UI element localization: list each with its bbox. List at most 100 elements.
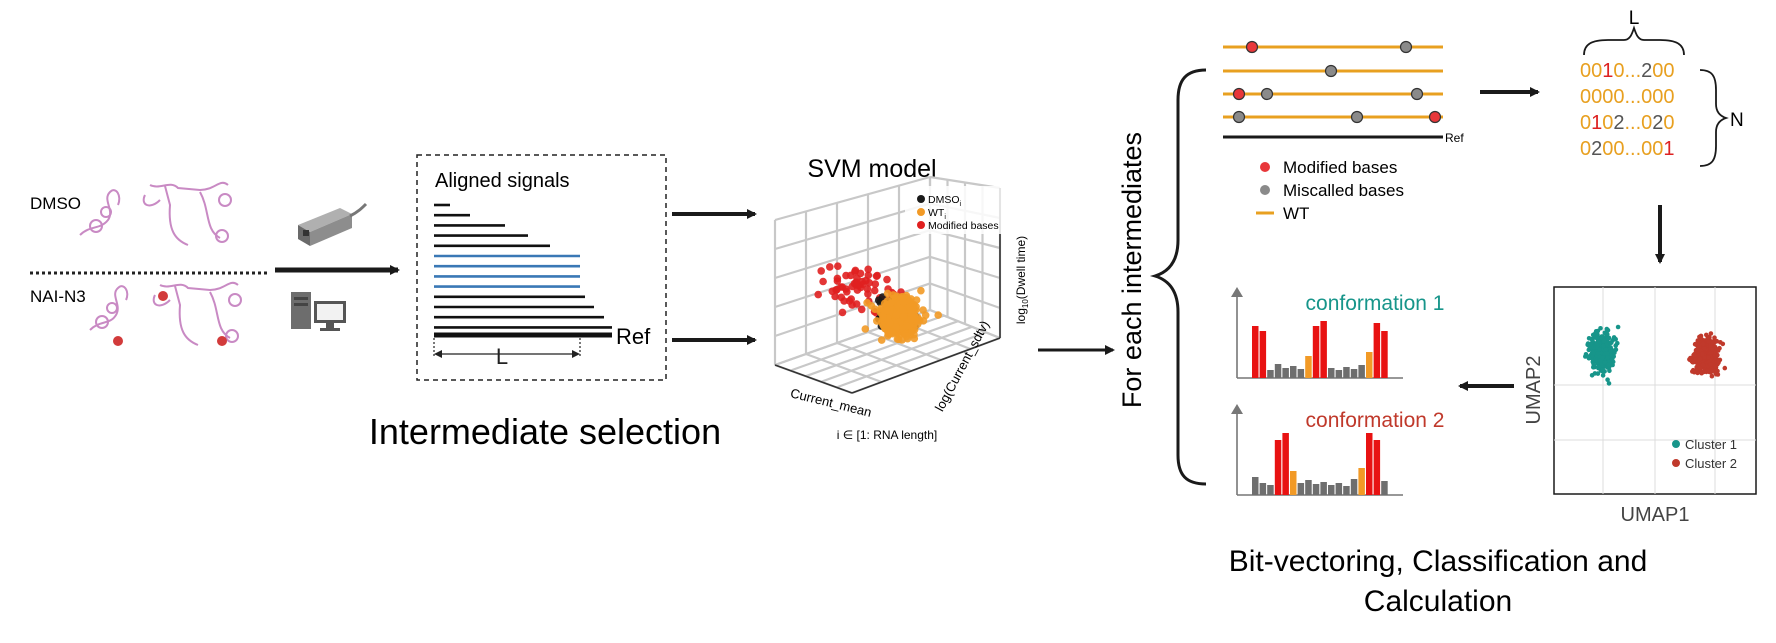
conf2-bar [1381, 481, 1388, 495]
svm-point [814, 290, 822, 299]
matrix-row: 0102...020 [1580, 112, 1675, 134]
conf1-bar [1350, 369, 1358, 378]
rna-dmso-icon [79, 181, 232, 246]
umap-point-cluster1 [1605, 377, 1610, 383]
svm-point [852, 300, 861, 308]
svm-point [847, 295, 855, 303]
conf1-bar [1297, 369, 1305, 378]
svm-point [838, 308, 847, 317]
umap-point-cluster2 [1709, 369, 1714, 374]
conf1-bar [1305, 356, 1312, 378]
umap-point-cluster2 [1709, 373, 1715, 379]
umap-point-cluster1 [1609, 357, 1615, 363]
svm-point [865, 279, 874, 287]
umap-point-cluster2 [1709, 340, 1715, 345]
svm-scatter-points [814, 262, 942, 344]
svm-point [888, 329, 897, 338]
legend-dmso: DMSOi [928, 194, 962, 208]
rna-structures: DMSO NAI-N3 [30, 181, 270, 346]
svm-point [840, 297, 848, 305]
aligned-box [416, 154, 667, 381]
svm-point [870, 286, 879, 295]
umap-point-cluster1 [1596, 339, 1601, 344]
umap-point-cluster2 [1706, 355, 1711, 360]
umap-point-cluster1 [1606, 381, 1612, 386]
conf2-bar [1373, 440, 1381, 495]
umap-point-cluster1 [1597, 358, 1603, 364]
umap-point-cluster1 [1595, 351, 1601, 356]
umap-point-cluster1 [1588, 342, 1593, 347]
matrix-top-label: L [1629, 8, 1640, 29]
umap-point-cluster1 [1615, 324, 1621, 330]
umap-point-cluster1 [1591, 362, 1597, 367]
svm-point [863, 285, 872, 293]
intermediate-selection-title: Intermediate selection [369, 411, 721, 452]
umap-point-cluster1 [1589, 373, 1595, 378]
svm-point [873, 317, 881, 325]
umap-point-cluster2 [1715, 368, 1720, 374]
conf1-bar [1274, 364, 1282, 378]
svm-point [910, 330, 918, 339]
svm-point [871, 305, 879, 314]
svm-point [837, 283, 845, 291]
miscalled-base-dot [1232, 110, 1246, 124]
svm-point [857, 305, 866, 314]
svm-point [861, 325, 870, 333]
svm-point [817, 267, 825, 275]
umap-point-cluster2 [1708, 331, 1714, 336]
nai-mark-2 [113, 336, 123, 346]
conf2-bar [1366, 433, 1373, 495]
svm-axis-y: log(Current_sdtv) [932, 318, 992, 414]
miscalled-base-dot [1350, 110, 1364, 124]
svm-point [848, 282, 856, 291]
modified-base-dot [1428, 110, 1442, 124]
svm-point [879, 313, 887, 322]
umap-point-cluster2 [1695, 346, 1700, 352]
legend-dot-cluster1 [1672, 440, 1680, 448]
svm-point [834, 262, 842, 271]
conf2-bar [1282, 433, 1289, 495]
legend-miscalled-bases: Miscalled bases [1283, 181, 1404, 200]
umap-point-cluster2 [1692, 369, 1697, 375]
read-lines [1223, 40, 1443, 124]
matrix-row: 0000...000 [1580, 86, 1675, 108]
umap-point-cluster1 [1613, 336, 1618, 342]
svm-point [917, 286, 925, 295]
umap-point-cluster1 [1600, 355, 1605, 360]
conf1-bar [1320, 321, 1327, 378]
svm-point [883, 275, 891, 284]
svm-point [912, 296, 921, 304]
svm-point [864, 265, 872, 274]
miscalled-base-dot [1399, 40, 1413, 54]
bottom-title-line2: Calculation [1364, 585, 1512, 618]
computer-icon [291, 292, 346, 331]
aligned-signals-panel: Aligned signals Ref L [416, 154, 667, 381]
umap-point-cluster2 [1710, 347, 1715, 352]
legend-cluster2: Cluster 2 [1685, 456, 1737, 471]
conf2-bar [1320, 482, 1327, 495]
umap-point-cluster1 [1606, 362, 1611, 368]
label-dmso: DMSO [30, 194, 81, 213]
svm-3d-grid [773, 175, 1002, 395]
umap-point-cluster1 [1602, 360, 1607, 366]
umap-point-cluster2 [1704, 332, 1709, 338]
svm-point [891, 323, 900, 331]
legend-wt-reads: WT [1283, 204, 1309, 223]
umap-points [1583, 324, 1728, 386]
svm-point [872, 272, 881, 281]
svm-point [871, 280, 880, 288]
miscalled-base-dot [1324, 64, 1338, 78]
umap-point-cluster2 [1700, 351, 1705, 357]
label-nai-n3: NAI-N3 [30, 287, 86, 306]
umap-point-cluster2 [1690, 359, 1696, 365]
aligned-title: Aligned signals [435, 170, 570, 192]
svm-point [828, 287, 837, 296]
umap-point-cluster2 [1700, 341, 1706, 347]
umap-xlabel: UMAP1 [1621, 504, 1690, 526]
legend-modified-bases: Modified bases [1283, 158, 1397, 177]
umap-point-cluster2 [1697, 356, 1703, 362]
svm-point [877, 336, 886, 344]
reads-panel: Ref Modified bases Miscalled bases WT [1223, 40, 1464, 223]
conf1-bar [1328, 368, 1335, 378]
legend-dot-wt [917, 208, 925, 216]
